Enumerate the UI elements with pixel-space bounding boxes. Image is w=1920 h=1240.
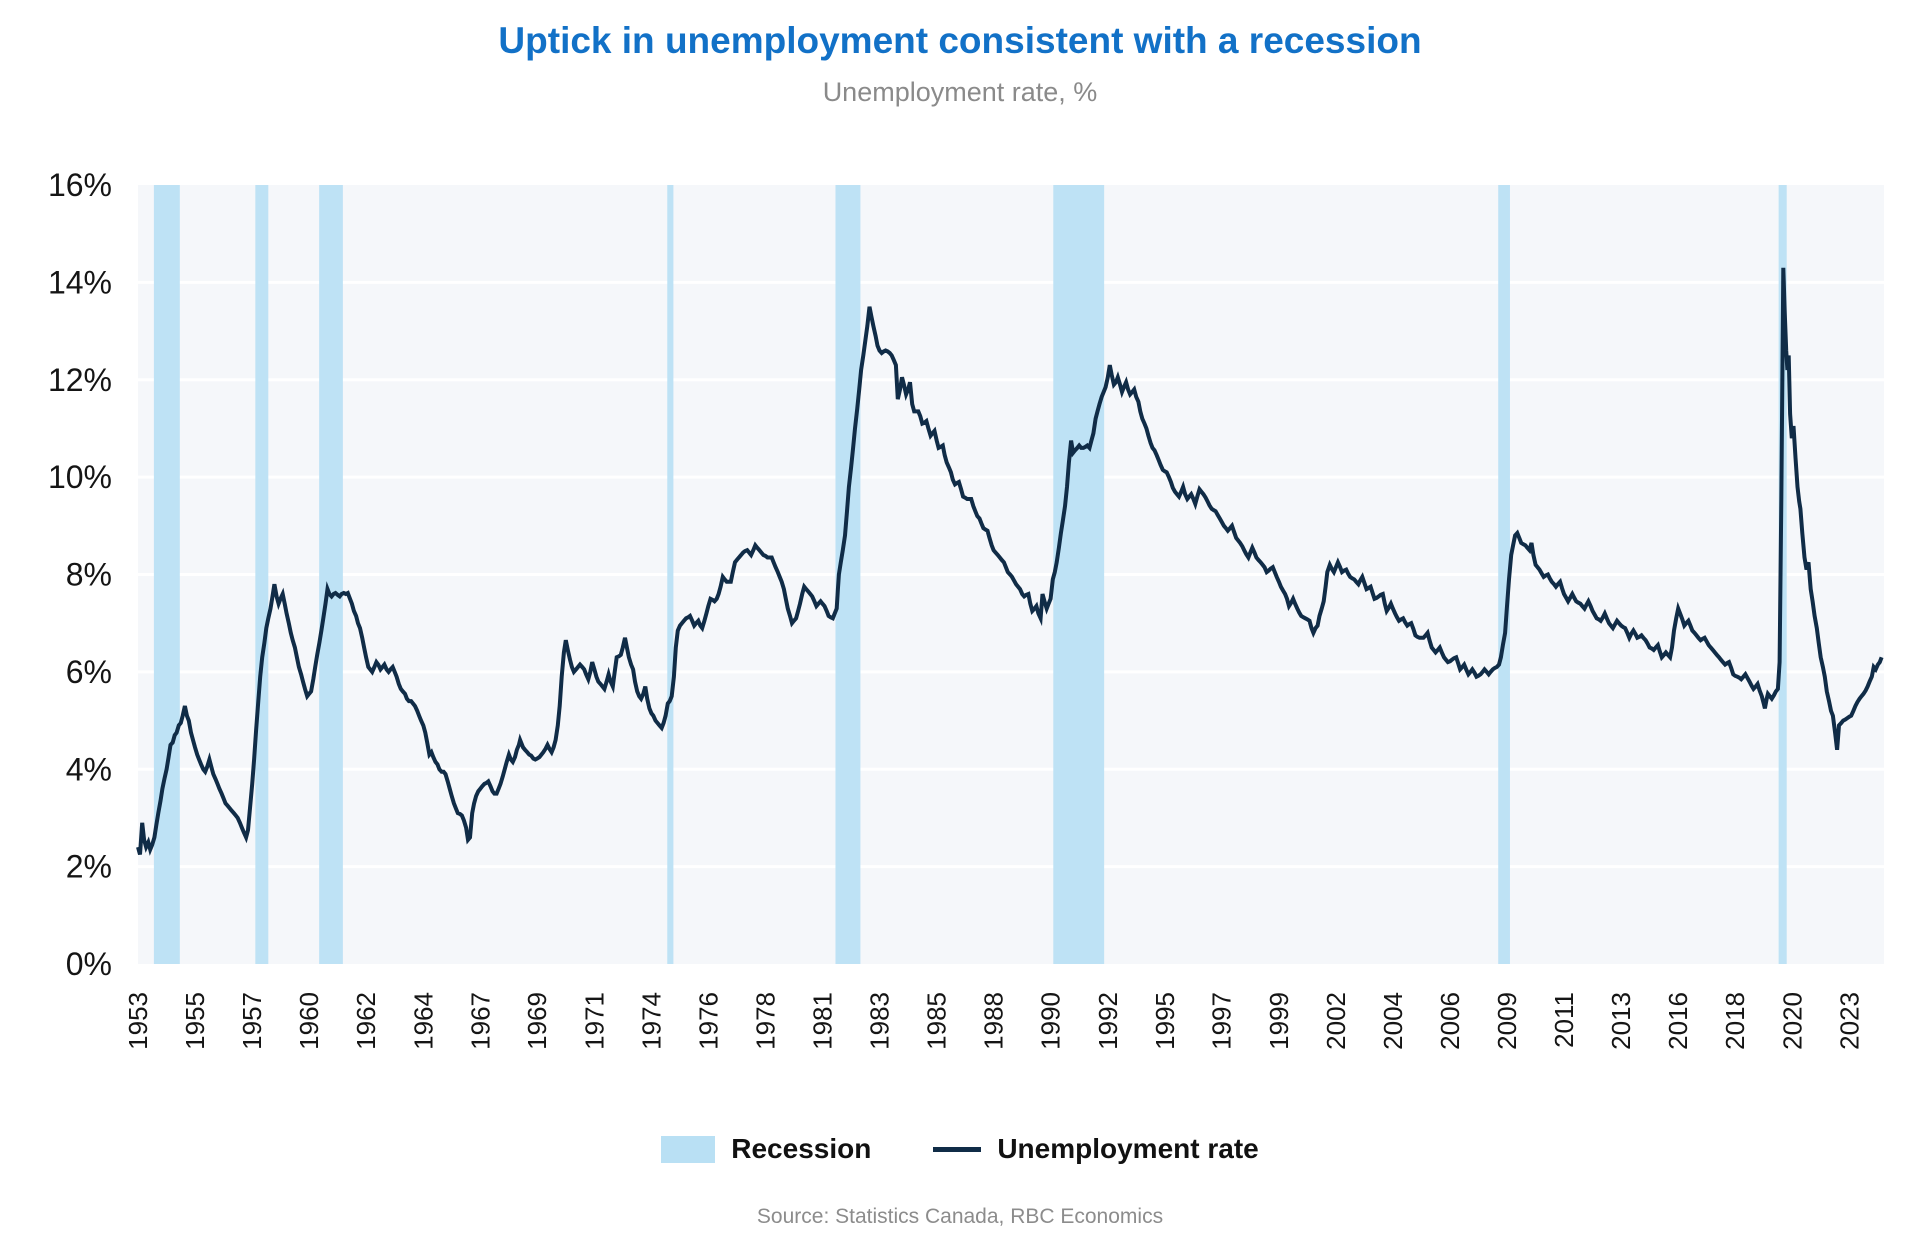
x-tick-label: 1953 bbox=[123, 992, 153, 1050]
x-tick-label: 1976 bbox=[693, 992, 723, 1050]
x-tick-label: 1960 bbox=[294, 992, 324, 1050]
x-tick-label: 1974 bbox=[636, 992, 666, 1050]
y-tick-label: 14% bbox=[48, 264, 112, 300]
x-tick-label: 2004 bbox=[1378, 992, 1408, 1050]
x-tick-label: 2018 bbox=[1720, 992, 1750, 1050]
x-tick-label: 2009 bbox=[1492, 992, 1522, 1050]
x-tick-label: 1957 bbox=[237, 992, 267, 1050]
x-tick-label: 2020 bbox=[1777, 992, 1807, 1050]
y-tick-label: 16% bbox=[48, 167, 112, 203]
recession-band bbox=[1498, 185, 1510, 964]
unemployment-line-swatch-icon bbox=[933, 1146, 982, 1152]
legend: Recession Unemployment rate bbox=[0, 1133, 1920, 1165]
y-tick-label: 6% bbox=[66, 654, 112, 690]
page-title: Uptick in unemployment consistent with a… bbox=[498, 20, 1422, 61]
unemployment-rate-line bbox=[136, 267, 1884, 856]
recession-band bbox=[1053, 185, 1105, 964]
page-subtitle: Unemployment rate, % bbox=[822, 77, 1098, 107]
x-tick-label: 1978 bbox=[751, 992, 781, 1050]
x-tick-label: 1997 bbox=[1207, 992, 1237, 1050]
y-tick-label: 12% bbox=[48, 362, 112, 398]
x-tick-label: 1992 bbox=[1093, 992, 1123, 1050]
y-tick-label: 10% bbox=[48, 459, 112, 495]
x-tick-label: 2011 bbox=[1549, 992, 1579, 1048]
x-tick-label: 1962 bbox=[351, 992, 381, 1050]
x-tick-label: 1988 bbox=[979, 992, 1009, 1050]
x-tick-label: 1964 bbox=[408, 992, 438, 1050]
x-tick-label: 1967 bbox=[465, 992, 495, 1050]
recession-legend-label: Recession bbox=[731, 1133, 872, 1164]
x-tick-label: 1985 bbox=[922, 992, 952, 1050]
y-tick-label: 0% bbox=[66, 946, 112, 982]
y-tick-label: 4% bbox=[66, 751, 112, 787]
x-tick-label: 1990 bbox=[1036, 992, 1066, 1050]
x-tick-label: 1955 bbox=[180, 992, 210, 1050]
recession-band bbox=[319, 185, 343, 964]
x-tick-label: 1981 bbox=[808, 992, 838, 1050]
legend-item-recession: Recession bbox=[661, 1133, 871, 1165]
x-tick-label: 1983 bbox=[864, 992, 894, 1050]
recession-band bbox=[667, 185, 674, 964]
source-text: Source: Statistics Canada, RBC Economics bbox=[756, 1205, 1164, 1228]
unemployment-legend-label: Unemployment rate bbox=[997, 1133, 1259, 1164]
x-tick-label: 2006 bbox=[1435, 992, 1465, 1050]
recession-band bbox=[255, 185, 269, 964]
recession-band bbox=[1778, 185, 1787, 964]
x-tick-label: 2023 bbox=[1834, 992, 1864, 1050]
x-tick-label: 1971 bbox=[579, 992, 609, 1050]
recession-band bbox=[153, 185, 180, 964]
x-tick-label: 2016 bbox=[1663, 992, 1693, 1050]
legend-item-unemployment-rate: Unemployment rate bbox=[933, 1133, 1259, 1165]
x-tick-label: 1995 bbox=[1150, 992, 1180, 1050]
x-tick-label: 1969 bbox=[522, 992, 552, 1050]
y-tick-label: 8% bbox=[66, 557, 112, 593]
x-tick-label: 1999 bbox=[1264, 992, 1294, 1050]
recession-swatch-icon bbox=[661, 1135, 716, 1163]
y-tick-label: 2% bbox=[66, 849, 112, 885]
x-tick-label: 2002 bbox=[1321, 992, 1351, 1050]
x-tick-label: 2013 bbox=[1606, 992, 1636, 1050]
